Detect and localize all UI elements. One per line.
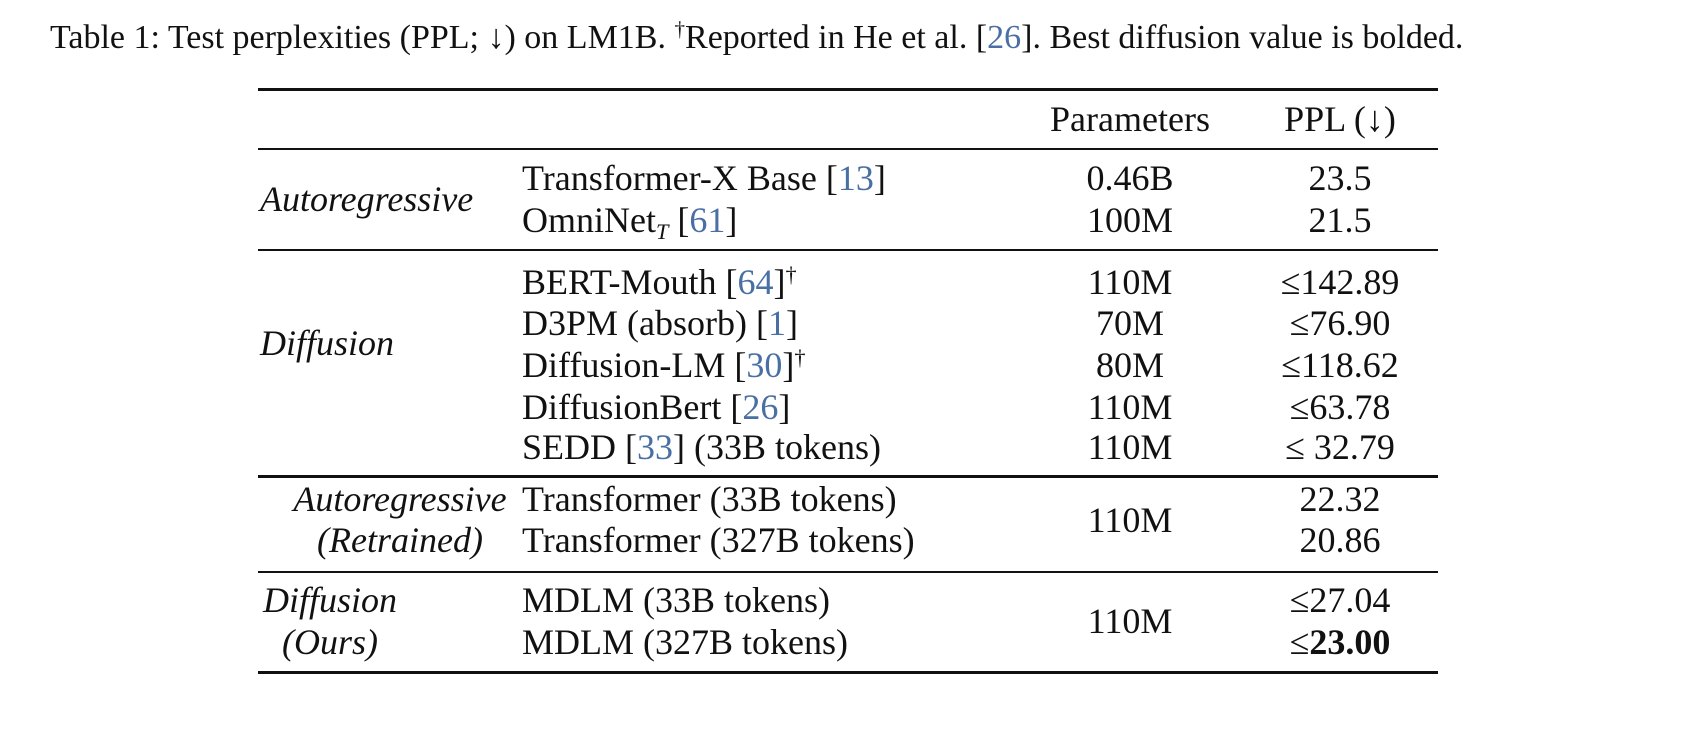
table-cell-params: 0.46B (1086, 158, 1174, 198)
group-label-diffusion: Diffusion (260, 323, 395, 363)
table-cell-ppl: 21.5 (1308, 200, 1372, 240)
best-value: 23.00 (1309, 622, 1391, 662)
table-row-model: OmniNetT [61] (522, 200, 738, 244)
table-cell-ppl-best: ≤23.00 (1289, 622, 1391, 662)
table-cell-ppl: ≤142.89 (1280, 262, 1400, 302)
table-row-model: D3PM (absorb) [1] (522, 303, 798, 343)
dagger-mark: † (674, 17, 686, 42)
caption-text: Reported in He et al. [ (685, 19, 988, 56)
citation-link[interactable]: 26 (742, 387, 779, 427)
citation-link[interactable]: 1 (767, 303, 786, 343)
caption-text: Table 1: Test perplexities (PPL; ↓) on L… (50, 19, 675, 56)
table-cell-ppl: ≤118.62 (1281, 345, 1399, 385)
table-cell-ppl: ≤27.04 (1289, 580, 1391, 620)
table-row-model: MDLM (33B tokens) (522, 580, 830, 620)
group-label-autoregressive-retrained: Autoregressive (293, 479, 507, 519)
table-row-model: DiffusionBert [26] (522, 387, 791, 427)
table-row-model: SEDD [33] (33B tokens) (522, 427, 881, 467)
caption-text: ]. Best diffusion value is bolded. (1021, 19, 1464, 56)
table-row-model: Transformer (327B tokens) (522, 520, 915, 560)
table-row-model: MDLM (327B tokens) (522, 622, 848, 662)
table-cell-ppl: ≤ 32.79 (1285, 427, 1395, 467)
citation-link[interactable]: 26 (987, 19, 1022, 56)
section-rule (258, 475, 1438, 478)
top-rule (258, 88, 1438, 91)
table-cell-ppl: 22.32 (1299, 479, 1381, 519)
section-rule (258, 571, 1438, 573)
citation-link[interactable]: 30 (746, 345, 783, 385)
table-cell-ppl: ≤63.78 (1289, 387, 1391, 427)
table-cell-params: 110M (1087, 500, 1173, 540)
column-header-ppl: PPL (↓) (1284, 99, 1396, 139)
dagger-mark: † (794, 344, 806, 370)
citation-link[interactable]: 64 (737, 262, 774, 302)
table-caption: Table 1: Test perplexities (PPL; ↓) on L… (50, 14, 1650, 65)
table-cell-ppl: 23.5 (1308, 158, 1372, 198)
table-cell-params: 110M (1087, 387, 1173, 427)
header-rule (258, 148, 1438, 150)
group-label-autoregressive: Autoregressive (260, 179, 474, 219)
group-label-retrained: (Retrained) (317, 520, 483, 560)
table-row-model: Transformer (33B tokens) (522, 479, 897, 519)
table-cell-params: 70M (1095, 303, 1164, 343)
table-row-model: Transformer-X Base [13] (522, 158, 886, 198)
table-cell-params: 80M (1095, 345, 1164, 385)
column-header-parameters: Parameters (1050, 99, 1210, 139)
table-row-model: BERT-Mouth [64]† (522, 261, 797, 302)
citation-link[interactable]: 13 (837, 158, 874, 198)
table-cell-ppl: 20.86 (1299, 520, 1381, 560)
bottom-rule (258, 671, 1438, 674)
citation-link[interactable]: 61 (689, 200, 726, 240)
table-cell-params: 110M (1087, 427, 1173, 467)
citation-link[interactable]: 33 (637, 427, 673, 467)
group-label-diffusion-ours: Diffusion (262, 580, 397, 620)
table-row-model: Diffusion-LM [30]† (522, 344, 806, 385)
dagger-mark: † (785, 261, 797, 287)
table-cell-params: 110M (1087, 601, 1173, 641)
group-label-ours: (Ours) (282, 622, 378, 662)
section-rule (258, 249, 1438, 251)
table-cell-ppl: ≤76.90 (1289, 303, 1391, 343)
table-cell-params: 110M (1087, 262, 1173, 302)
table-cell-params: 100M (1086, 200, 1173, 240)
